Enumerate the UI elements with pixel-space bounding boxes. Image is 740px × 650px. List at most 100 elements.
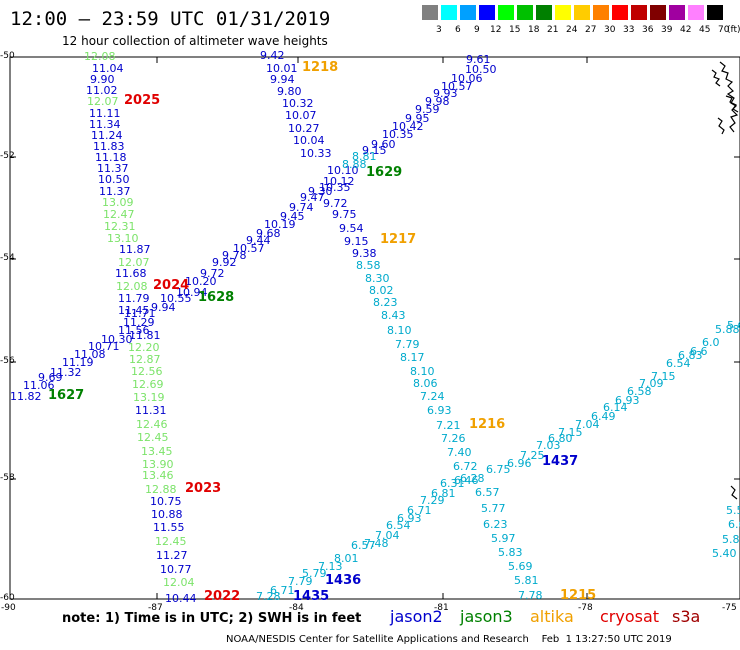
wave-height-value: 13.90 <box>142 458 174 471</box>
wave-height-value: 8.30 <box>365 272 390 285</box>
wave-height-value: 12.87 <box>129 353 161 366</box>
wave-height-value: 6.49 <box>591 410 616 423</box>
wave-height-value: 13.10 <box>107 232 139 245</box>
wave-height-value: 10.50 <box>98 173 130 186</box>
coastline-segment <box>725 95 739 113</box>
wave-height-value: 5.40 <box>712 547 737 560</box>
color-scale-label: 18 <box>528 25 540 35</box>
pass-time-label: 2025 <box>124 93 161 108</box>
wave-height-value: 11.37 <box>99 185 131 198</box>
wave-height-value: 7.78 <box>518 589 543 602</box>
wave-height-value: 11.71 <box>124 307 156 320</box>
legend-item-jason2: jason2 <box>390 607 443 626</box>
wave-height-value: 6.57 <box>475 486 500 499</box>
wave-height-value: 8.10 <box>387 324 412 337</box>
wave-height-value: 10.33 <box>300 147 332 160</box>
wave-height-value: 5.88 <box>715 323 740 336</box>
wave-height-value: 5.83 <box>498 546 523 559</box>
wave-height-value: 10.44 <box>165 592 197 605</box>
wave-height-value: 7.48 <box>364 537 389 550</box>
wave-height-value: 12.88 <box>145 483 177 496</box>
wave-height-value: 6.64 <box>728 518 740 531</box>
wave-height-value: 12.47 <box>103 208 135 221</box>
pass-time-label: 2022 <box>204 589 241 604</box>
wave-height-value: 9.15 <box>362 144 387 157</box>
wave-height-value: 6.31 <box>440 477 465 490</box>
wave-height-value: 9.60 <box>371 138 396 151</box>
wave-height-value: 12.56 <box>131 365 163 378</box>
pass-time-label: 1215 <box>560 588 597 603</box>
wave-height-value: 10.77 <box>160 563 192 576</box>
legend-item-cryosat: cryosat <box>600 607 660 626</box>
wave-height-value: 7.40 <box>447 446 472 459</box>
wave-height-value: 11.27 <box>156 549 188 562</box>
color-scale-label: 24 <box>566 25 578 35</box>
lat-axis-label: -58 <box>0 473 15 483</box>
pass-time-label: 1435 <box>293 589 330 604</box>
wave-height-value: 8.17 <box>400 351 425 364</box>
wave-height-value: 13.46 <box>142 469 174 482</box>
wave-height-value: 7.79 <box>288 575 313 588</box>
color-scale-label: 12 <box>490 25 502 35</box>
pass-time-label: 2024 <box>153 278 190 293</box>
coastline-segment <box>719 61 739 133</box>
color-scale-swatch <box>707 5 723 20</box>
coastline-segment <box>717 117 725 135</box>
wave-height-value: 6.96 <box>507 457 532 470</box>
wave-height-value: 11.81 <box>129 329 161 342</box>
wave-height-value: 6.93 <box>427 404 452 417</box>
wave-height-value: 11.79 <box>118 292 150 305</box>
wave-height-value: 10.12 <box>323 175 355 188</box>
wave-height-value: 9.94 <box>270 73 295 86</box>
wave-height-value: 7.79 <box>395 338 420 351</box>
wave-height-value: 7.28 <box>256 590 281 603</box>
wave-height-value: 5.77 <box>481 502 506 515</box>
wave-height-value: 10.42 <box>392 120 424 133</box>
pass-time-label: 1436 <box>325 573 362 588</box>
wave-height-value: 9.68 <box>256 227 281 240</box>
color-scale-label: 3 <box>436 25 442 35</box>
wave-height-value: 9.61 <box>466 53 491 66</box>
wave-height-value: 6.54 <box>386 519 411 532</box>
legend-item-jason3: jason3 <box>460 607 513 626</box>
lon-axis-label: -78 <box>578 603 593 613</box>
wave-height-value: 6.93 <box>615 394 640 407</box>
wave-height-value: 6.81 <box>431 487 456 500</box>
wave-height-value: 7.24 <box>420 390 445 403</box>
pass-time-label: 1217 <box>380 232 417 247</box>
wave-height-value: 10.06 <box>451 72 483 85</box>
pass-time-label: 2023 <box>185 481 222 496</box>
wave-height-value: 7.25 <box>520 449 545 462</box>
wave-height-value: 8.02 <box>369 284 394 297</box>
wave-height-value: 13.45 <box>141 445 173 458</box>
wave-height-value: 12.07 <box>118 256 150 269</box>
color-scale-unit: (ft) <box>727 25 740 35</box>
wave-height-value: 6.80 <box>548 432 573 445</box>
wave-height-value: 11.45 <box>118 304 150 317</box>
wave-height-value: 11.31 <box>135 404 167 417</box>
wave-height-value: 10.57 <box>441 80 473 93</box>
wave-height-value: 8.10 <box>410 365 435 378</box>
wave-height-value: 7.21 <box>436 419 461 432</box>
wave-height-value: 13.09 <box>102 196 134 209</box>
color-scale-swatch <box>688 5 704 20</box>
wave-height-value: 6.23 <box>483 518 508 531</box>
color-scale-label: 33 <box>623 25 635 35</box>
wave-height-value: 5.69 <box>508 560 533 573</box>
wave-height-value: 9.75 <box>332 208 357 221</box>
pass-time-label: 1216 <box>469 417 506 432</box>
wave-height-value: 11.29 <box>123 316 155 329</box>
wave-height-value: 9.47 <box>300 191 325 204</box>
wave-height-value: 11.19 <box>62 356 94 369</box>
wave-height-value: 5.97 <box>491 532 516 545</box>
wave-height-value: 9.42 <box>260 49 285 62</box>
lon-axis-label: -81 <box>434 603 449 613</box>
wave-height-value: 8.23 <box>373 296 398 309</box>
wave-height-value: 13.19 <box>133 391 165 404</box>
wave-height-value: 11.18 <box>95 151 127 164</box>
wave-height-value: 10.30 <box>101 333 133 346</box>
wave-height-value: 9.90 <box>90 73 115 86</box>
color-scale-swatch <box>574 5 590 20</box>
lat-axis-label: -60 <box>0 593 15 603</box>
wave-height-value: 11.02 <box>86 84 118 97</box>
